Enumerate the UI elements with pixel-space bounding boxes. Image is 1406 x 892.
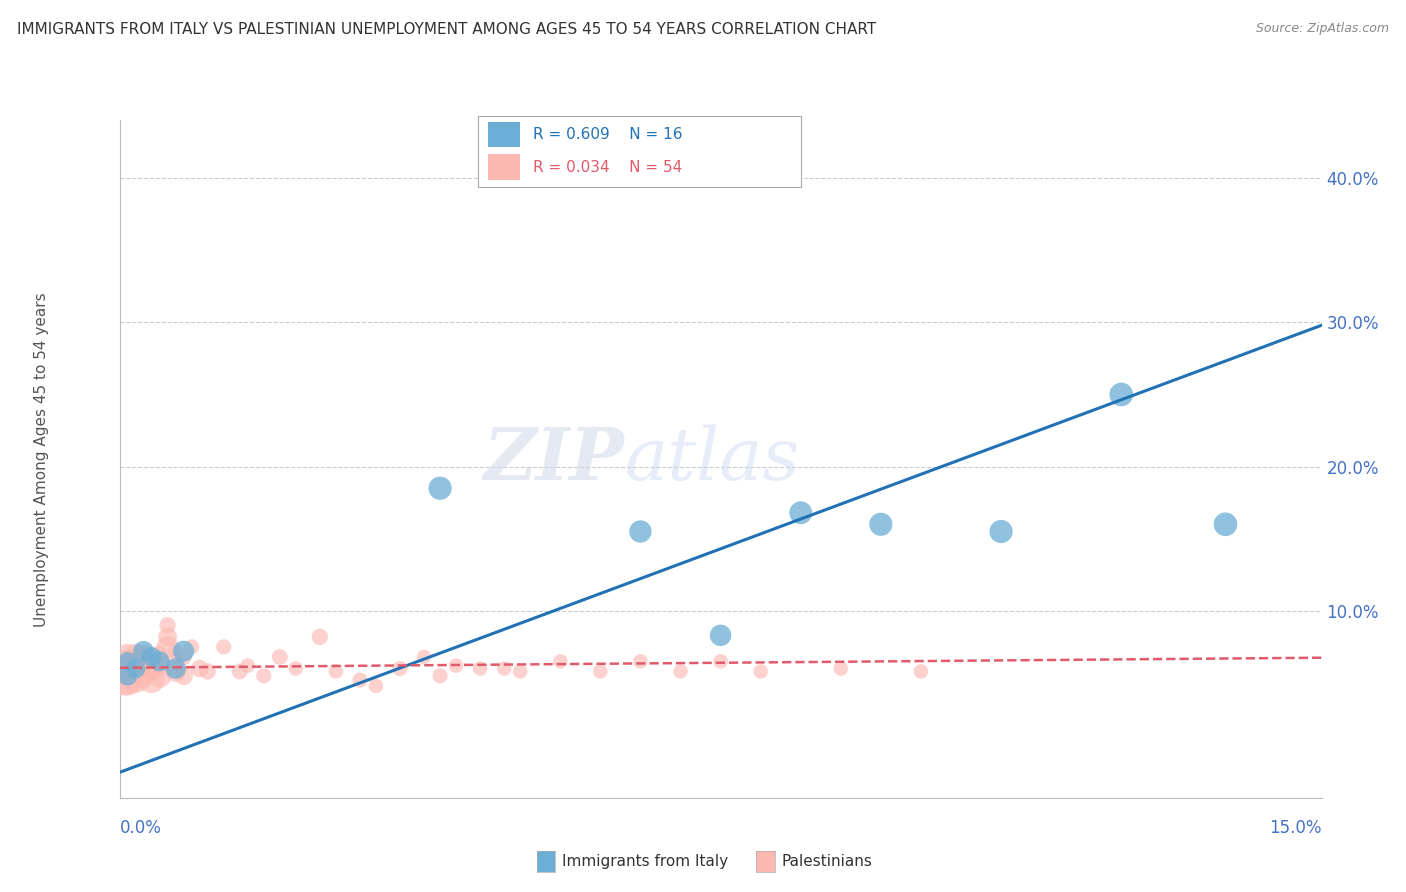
Point [117,673,139,687]
Point [117,669,139,683]
Point [509,665,531,679]
Point [141,650,163,665]
Point [124,647,146,661]
Point [494,661,516,675]
Point [132,644,155,658]
Point [749,665,772,679]
Point [269,650,291,665]
Point [165,654,187,668]
Text: Immigrants from Italy: Immigrants from Italy [562,855,728,869]
Point [349,673,371,687]
Point [141,650,163,665]
Point [173,669,195,683]
Point [117,654,139,668]
Point [413,650,436,665]
Text: Unemployment Among Ages 45 to 54 years: Unemployment Among Ages 45 to 54 years [34,292,49,627]
Text: 15.0%: 15.0% [1270,819,1322,837]
Point [630,524,652,539]
Point [910,665,932,679]
Text: Palestinians: Palestinians [782,855,873,869]
Text: 0.0%: 0.0% [120,819,162,837]
Bar [488,154,520,180]
Point [236,658,259,673]
Point [550,654,572,668]
Point [669,665,692,679]
Point [188,661,211,675]
Point [165,644,187,658]
Point [468,661,492,675]
Point [709,628,731,642]
Point [630,654,652,668]
Point [1215,517,1237,532]
Point [149,669,172,683]
Point [589,665,612,679]
Point [990,524,1012,539]
Text: R = 0.034    N = 54: R = 0.034 N = 54 [533,160,682,175]
Point [132,654,155,668]
Point [156,618,179,632]
Point [149,654,172,668]
Point [1111,387,1133,401]
Point [112,669,135,683]
Point [117,661,139,675]
Point [284,661,307,675]
Point [117,647,139,661]
Point [156,640,179,654]
Point [124,661,146,675]
Point [132,647,155,661]
Point [444,658,467,673]
Point [156,630,179,644]
Point [429,481,451,495]
Point [325,665,347,679]
Point [132,665,155,679]
Text: Source: ZipAtlas.com: Source: ZipAtlas.com [1256,22,1389,36]
Text: IMMIGRANTS FROM ITALY VS PALESTINIAN UNEMPLOYMENT AMONG AGES 45 TO 54 YEARS CORR: IMMIGRANTS FROM ITALY VS PALESTINIAN UNE… [17,22,876,37]
Point [253,669,276,683]
Point [165,665,187,679]
Point [173,644,195,658]
Point [173,650,195,665]
Point [141,673,163,687]
Bar [488,121,520,147]
Point [141,661,163,675]
Point [165,661,187,675]
Text: R = 0.609    N = 16: R = 0.609 N = 16 [533,127,682,142]
Point [149,658,172,673]
Point [364,679,387,693]
Point [388,661,412,675]
Point [117,654,139,668]
Point [180,640,202,654]
Point [124,654,146,668]
Point [309,630,332,644]
Point [124,661,146,675]
Text: atlas: atlas [624,424,800,495]
Point [429,669,451,683]
Point [149,647,172,661]
Point [869,517,893,532]
Point [830,661,852,675]
Point [124,669,146,683]
Point [709,654,731,668]
Text: ZIP: ZIP [484,424,624,495]
Point [228,665,252,679]
Point [790,506,813,520]
Point [212,640,235,654]
Point [197,665,219,679]
